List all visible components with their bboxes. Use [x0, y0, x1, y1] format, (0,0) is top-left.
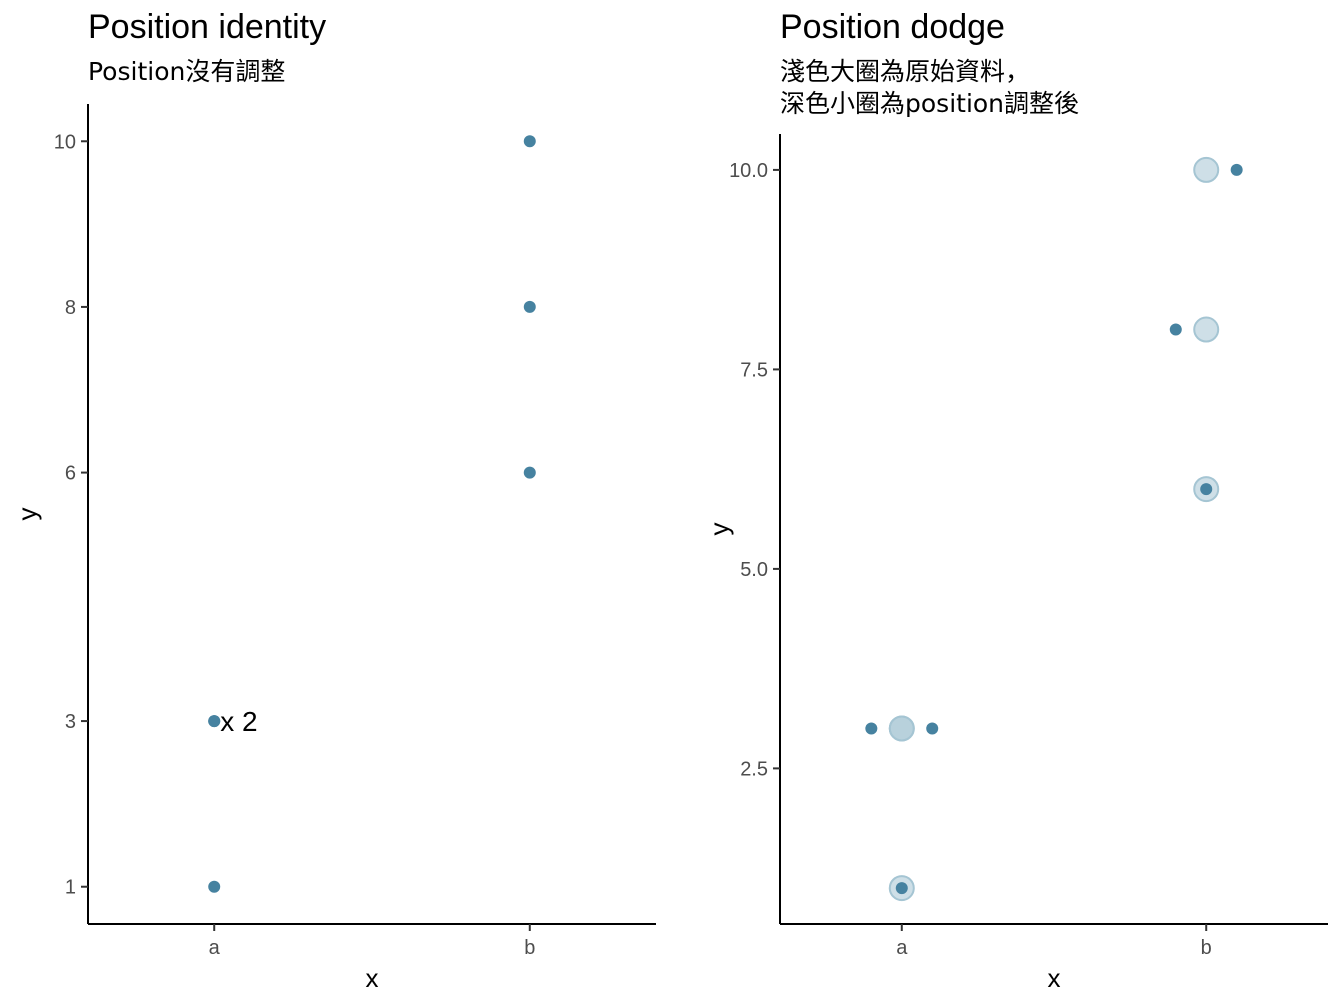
- dodged-data-point: [1230, 163, 1243, 176]
- y-tick-label: 10: [54, 131, 76, 153]
- dodged-data-point: [1169, 323, 1182, 336]
- chart-title: Position dodge: [780, 8, 1005, 46]
- data-point: [208, 880, 221, 893]
- y-tick-label: 8: [65, 297, 76, 319]
- x-tick-label: b: [1201, 937, 1212, 959]
- data-point: [523, 300, 536, 313]
- y-axis-title: y: [704, 523, 734, 536]
- y-tick-label: 3: [65, 711, 76, 733]
- y-tick-label: 7.5: [740, 359, 768, 381]
- dodged-data-point: [926, 722, 939, 735]
- panel-position-identity: Position identity Position沒有調整 1 3 6 8 10 a b x y x…: [12, 8, 656, 993]
- chart-subtitle-line: 深色小圈為position調整後: [780, 89, 1079, 118]
- y-tick-label: 1: [65, 877, 76, 899]
- original-data-point: [1193, 316, 1220, 343]
- chart-subtitle-line: Position沒有調整: [88, 57, 285, 86]
- panel-position-dodge: Position dodge 淺色大圈為原始資料， 深色小圈為position調整後…: [704, 8, 1328, 993]
- data-point: [208, 715, 221, 728]
- x-tick-label: b: [524, 937, 535, 959]
- x-tick-label: a: [896, 937, 908, 959]
- y-tick-label: 10.0: [729, 160, 768, 182]
- x-axis-title: x: [1048, 963, 1061, 993]
- dodged-data-point: [865, 722, 878, 735]
- dodged-data-point: [1200, 483, 1213, 496]
- data-point: [523, 135, 536, 148]
- y-tick-label: 6: [65, 463, 76, 485]
- y-tick-label: 2.5: [740, 758, 768, 780]
- x-tick-label: a: [209, 937, 221, 959]
- x-axis-title: x: [366, 963, 379, 993]
- y-tick-label: 5.0: [740, 559, 768, 581]
- chart-title: Position identity: [88, 8, 326, 46]
- chart-subtitle-line: 淺色大圈為原始資料，: [780, 57, 1030, 86]
- data-point: [523, 466, 536, 479]
- dodged-data-point: [895, 882, 908, 895]
- original-data-point: [1193, 156, 1220, 183]
- original-data-point: [888, 715, 915, 742]
- y-axis-title: y: [12, 508, 42, 521]
- point-count-annotation: x 2: [220, 706, 257, 737]
